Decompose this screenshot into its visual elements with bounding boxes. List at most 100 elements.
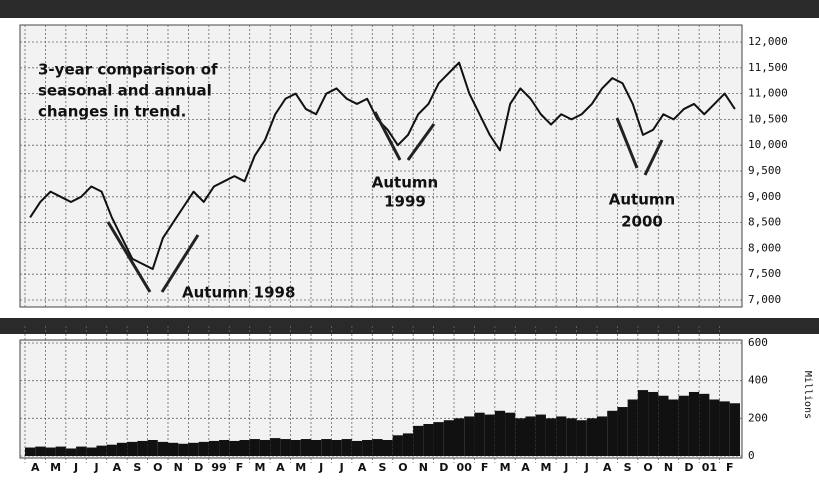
annotation: 1999: [384, 193, 426, 211]
volume-bar: [699, 393, 710, 456]
volume-bar: [65, 448, 77, 456]
x-tick-label: D: [439, 461, 448, 474]
volume-bar: [586, 418, 597, 456]
volume-bar: [239, 439, 250, 456]
x-tick-label: S: [379, 461, 387, 474]
price-panel: [19, 24, 743, 308]
x-tick-label: F: [236, 461, 244, 474]
x-tick-label: J: [584, 461, 589, 474]
volume-bar: [45, 447, 56, 456]
volume-bar: [341, 439, 352, 456]
volume-bar: [259, 439, 271, 456]
y-tick-label: 11,500: [748, 61, 788, 74]
x-tick-label: A: [31, 461, 40, 474]
volume-bar: [607, 410, 618, 456]
volume-bar: [637, 390, 649, 456]
x-tick-label: A: [521, 461, 530, 474]
volume-bar: [474, 412, 485, 456]
volume-bar: [86, 447, 97, 456]
volume-bar: [249, 439, 260, 456]
y-tick-label: 600: [748, 336, 768, 349]
y-tick-label: 10,000: [748, 138, 788, 151]
volume-bar: [116, 442, 128, 456]
volume-bar: [505, 412, 516, 456]
volume-bar: [627, 399, 638, 456]
x-tick-label: N: [419, 461, 428, 474]
volume-bar: [311, 439, 322, 456]
x-tick-label: J: [93, 461, 98, 474]
x-tick-label: S: [624, 461, 632, 474]
volume-bar: [331, 439, 342, 456]
volume-bar: [484, 414, 495, 456]
volume-bar: [515, 418, 526, 456]
volume-bar: [147, 439, 158, 456]
x-tick-label: M: [500, 461, 511, 474]
annotation: Autumn 1998: [182, 284, 295, 302]
x-tick-label: J: [73, 461, 78, 474]
x-tick-label: N: [174, 461, 183, 474]
panel-header: [0, 0, 819, 18]
volume-bar: [178, 443, 189, 456]
x-tick-label: D: [684, 461, 693, 474]
panel-header: [0, 318, 819, 334]
volume-bar: [535, 414, 546, 456]
annotation: seasonal and annual: [38, 82, 212, 100]
x-tick-label: O: [153, 461, 162, 474]
x-tick-label: J: [563, 461, 568, 474]
volume-bar: [35, 446, 46, 456]
volume-bar: [597, 416, 608, 456]
x-tick-label: A: [603, 461, 612, 474]
volume-bar: [208, 440, 220, 456]
volume-bar: [709, 399, 720, 456]
x-tick-label: F: [726, 461, 734, 474]
x-tick-label: 01: [702, 461, 717, 474]
x-tick-label: M: [50, 461, 61, 474]
x-tick-label: J: [318, 461, 323, 474]
volume-bar: [729, 403, 740, 456]
y-tick-label: 9,500: [748, 164, 781, 177]
volume-bar: [96, 445, 107, 456]
volume-bar: [229, 440, 240, 456]
volume-bar: [566, 418, 577, 456]
x-tick-label: D: [194, 461, 203, 474]
volume-bar: [321, 439, 332, 456]
annotation: 3-year comparison of: [38, 61, 218, 79]
x-tick-label: M: [295, 461, 306, 474]
volume-bar: [362, 439, 373, 456]
volume-bar: [382, 439, 393, 456]
x-tick-label: S: [133, 461, 141, 474]
volume-bar: [494, 410, 506, 456]
volume-bar: [464, 416, 475, 456]
volume-bar: [454, 418, 465, 456]
volume-bar: [55, 446, 66, 456]
volume-bar: [280, 439, 291, 456]
volume-bar: [719, 401, 730, 456]
volume-bar: [648, 391, 659, 456]
volume-bar: [270, 438, 281, 456]
volume-bar: [300, 439, 311, 456]
x-tick-label: N: [664, 461, 673, 474]
volume-bar: [25, 447, 36, 456]
volume-bar: [168, 442, 179, 456]
volume-bar: [219, 439, 230, 456]
y-tick-label: 9,000: [748, 190, 781, 203]
x-tick-label: J: [339, 461, 344, 474]
y-tick-label: 0: [748, 449, 755, 462]
y-tick-label: 400: [748, 374, 768, 387]
x-tick-label: A: [276, 461, 285, 474]
arrows: [106, 111, 664, 293]
volume-bar: [372, 439, 383, 456]
volume-bar: [545, 418, 557, 456]
volume-bar: [188, 442, 199, 456]
volume-bar: [76, 446, 87, 456]
x-tick-label: O: [398, 461, 407, 474]
volume-bar: [658, 395, 669, 456]
volume-bar: [137, 440, 148, 456]
x-tick-label: O: [643, 461, 652, 474]
annotation: Autumn: [609, 191, 675, 209]
volume-bar: [668, 399, 679, 456]
y-tick-label: 200: [748, 411, 768, 424]
volume-bar: [576, 420, 587, 456]
volume-bar: [525, 416, 536, 456]
